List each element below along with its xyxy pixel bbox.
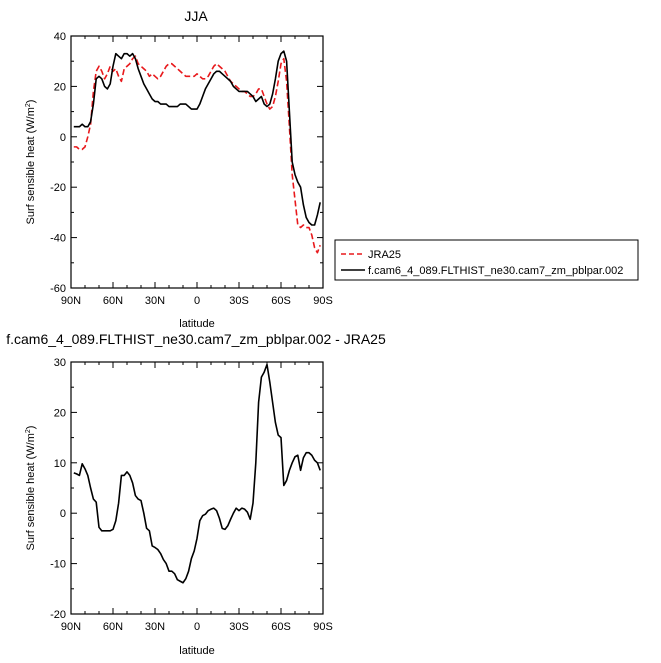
panel-top: JJA 90N 60N 30N 0 30S 60S 90S -60 -40 -20 0 20 40 la…: [25, 8, 639, 330]
legend-label-jra25: JRA25: [368, 249, 401, 261]
y-tick-label: -20: [50, 609, 66, 621]
y-tick-label: 0: [60, 132, 66, 144]
y-tick-label: -60: [50, 283, 66, 295]
x-tick-label: 90N: [61, 621, 81, 633]
series-line-0: [73, 363, 321, 584]
x-tick-label: 30N: [145, 621, 165, 633]
x-tick-label: 0: [194, 621, 200, 633]
x-tick-label: 30S: [229, 621, 249, 633]
x-axis-label: latitude: [179, 645, 214, 657]
y-tick-label: -10: [50, 559, 66, 571]
y-tick-label: -20: [50, 182, 66, 194]
x-axis-label: latitude: [179, 318, 214, 330]
x-tick-label: 60N: [103, 621, 123, 633]
legend-box: [334, 239, 639, 281]
y-tick-label: 20: [54, 81, 66, 93]
x-tick-label: 90S: [313, 621, 333, 633]
y-tick-label: 10: [54, 458, 66, 470]
legend-label-model: f.cam6_4_089.FLTHIST_ne30.cam7_zm_pblpar…: [368, 265, 623, 277]
x-tick-label: 60N: [103, 295, 123, 307]
y-tick-label: -40: [50, 233, 66, 245]
x-tick-label: 60S: [271, 295, 291, 307]
series-line-1: [73, 50, 321, 226]
x-tick-label: 0: [194, 295, 200, 307]
y-tick-label: 30: [54, 357, 66, 369]
y-axis-label: Surf sensible heat (W/m2): [25, 100, 37, 225]
series-layer: [73, 50, 321, 254]
y-tick-label: 20: [54, 407, 66, 419]
x-tick-label: 90N: [61, 295, 81, 307]
y-tick-label: 0: [60, 508, 66, 520]
ticks-layer: 90N 60N 30N 0 30S 60S 90S -60 -40 -20 0 20 40: [50, 31, 333, 307]
x-tick-label: 60S: [271, 621, 291, 633]
x-tick-label: 30S: [229, 295, 249, 307]
legend: JRA25 f.cam6_4_089.FLTHIST_ne30.cam7_zm_…: [334, 239, 639, 281]
x-tick-label: 90S: [313, 295, 333, 307]
panel-bottom: f.cam6_4_089.FLTHIST_ne30.cam7_zm_pblpar…: [6, 331, 386, 657]
chart-title: f.cam6_4_089.FLTHIST_ne30.cam7_zm_pblpar…: [6, 331, 386, 347]
plot-frame: [70, 361, 324, 615]
chart-title: JJA: [184, 8, 208, 24]
series-layer: [73, 363, 321, 584]
y-axis-label: Surf sensible heat (W/m2): [25, 426, 37, 551]
series-line-0: [73, 55, 321, 254]
x-tick-label: 30N: [145, 295, 165, 307]
y-tick-label: 40: [54, 31, 66, 43]
plot-frame: [70, 35, 324, 289]
